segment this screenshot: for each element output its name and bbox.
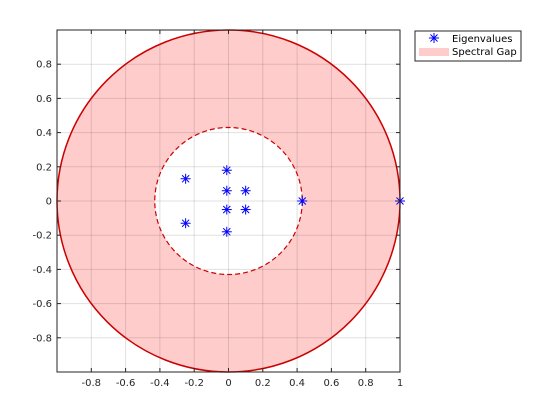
y-tick-label-0: 0.8 — [36, 60, 52, 71]
y-tick-label-5: -0.2 — [32, 231, 52, 242]
x-tick-label-0: -0.8 — [82, 378, 102, 389]
legend-entry-spectral-gap: Spectral Gap — [419, 47, 517, 58]
legend-swatch-spectral-gap — [419, 48, 449, 56]
legend: Eigenvalues Spectral Gap — [414, 30, 522, 62]
y-tick-label-4: 0 — [46, 197, 52, 208]
legend-entry-eigenvalues: Eigenvalues — [429, 33, 512, 45]
legend-label-spectral-gap: Spectral Gap — [452, 47, 517, 58]
eigenvalue-point-1 — [297, 196, 308, 206]
eigenvalue-point-3 — [180, 218, 191, 229]
x-tick-label-9: 1 — [397, 378, 403, 389]
eigenvalue-point-5 — [221, 226, 232, 237]
x-tick-label-2: -0.4 — [150, 378, 170, 389]
plot-area — [56, 29, 405, 373]
legend-label-eigenvalues: Eigenvalues — [452, 34, 512, 45]
eigenvalue-point-4 — [221, 165, 232, 176]
x-tick-label-5: 0.2 — [255, 378, 271, 389]
x-tick-label-7: 0.6 — [323, 378, 339, 389]
eigenvalue-point-8 — [240, 185, 251, 196]
x-tick-label-6: 0.4 — [289, 378, 305, 389]
y-tick-label-6: -0.4 — [32, 265, 52, 276]
y-tick-label-8: -0.8 — [32, 333, 52, 344]
x-tick-label-3: -0.2 — [184, 378, 204, 389]
y-tick-label-7: -0.6 — [32, 299, 52, 310]
y-tick-label-2: 0.4 — [36, 128, 52, 139]
eigenvalue-point-2 — [180, 173, 191, 184]
x-tick-label-4: 0 — [225, 378, 231, 389]
y-tick-label-1: 0.6 — [36, 94, 52, 105]
eigenvalue-point-6 — [221, 185, 232, 196]
legend-marker-eigenvalues — [429, 33, 439, 43]
x-tick-label-8: 0.8 — [358, 378, 374, 389]
eigenvalue-point-7 — [221, 204, 232, 215]
eigenvalue-point-9 — [240, 204, 251, 215]
x-tick-label-1: -0.6 — [116, 378, 136, 389]
axes: -0.8 -0.6 -0.4 -0.2 0 0.2 0.4 0.6 0.8 1 0.8 0.6 0.4 0… — [32, 29, 403, 389]
y-tick-label-3: 0.2 — [36, 162, 52, 173]
spectral-gap-region — [57, 30, 400, 373]
